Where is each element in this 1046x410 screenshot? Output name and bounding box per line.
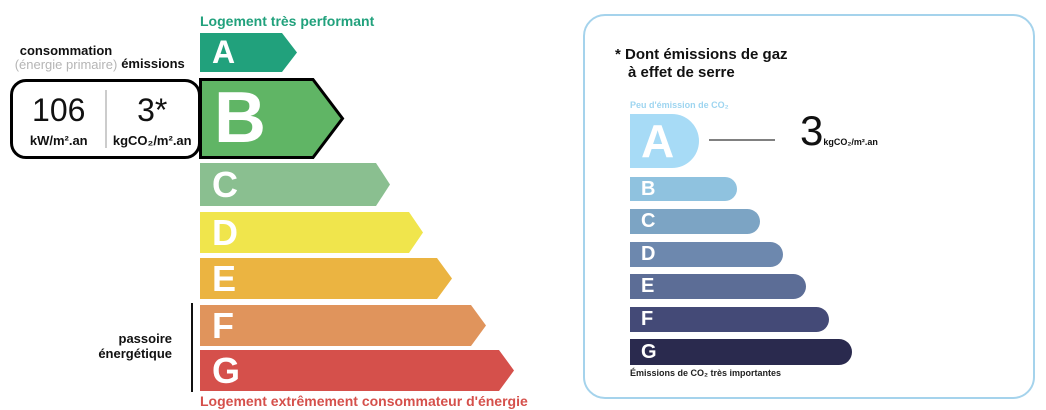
consumption-label: consommation [19, 43, 113, 58]
co2-class-pill-E: E [630, 274, 806, 299]
co2-value-unit: kgCO₂/m².an [823, 137, 878, 147]
energy-bottom-label: Logement extrêmement consommateur d'éner… [200, 393, 528, 409]
energy-class-letter-G: G [212, 350, 241, 391]
co2-class-pill-G: G [630, 339, 852, 365]
co2-panel-title: * Dont émissions de gaz à effet de serre [615, 46, 788, 82]
emissions-value: 3* [137, 91, 168, 128]
energy-class-letter-C: C [212, 164, 238, 205]
consumption-sublabel: (énergie primaire) [14, 57, 118, 72]
energy-class-arrow-B [199, 78, 345, 159]
energy-sieve-bracket-line [191, 303, 193, 392]
co2-class-letter-B: B [641, 178, 656, 200]
co2-high-emission-label: Émissions de CO₂ très importantes [630, 368, 782, 378]
energy-class-letter-F: F [212, 305, 234, 346]
energy-class-arrow-G: G [200, 350, 514, 391]
co2-value: 3 [800, 107, 824, 154]
co2-class-pill-C: C [630, 209, 760, 234]
sieve-label-line1: passoire [118, 331, 172, 346]
co2-class-letter-G: G [641, 341, 657, 363]
co2-class-pill-A: A [630, 114, 699, 168]
emissions-cell: 3* kgCO₂/m².an [107, 91, 199, 148]
consumption-cell: 106 kW/m².an [13, 91, 105, 148]
co2-emissions-panel: * Dont émissions de gaz à effet de serre… [583, 14, 1035, 399]
consumption-value: 106 [32, 91, 86, 128]
energy-class-arrow-F: F [200, 305, 486, 346]
energy-top-label: Logement très performant [200, 13, 375, 29]
co2-title-line1: * Dont émissions de gaz [615, 46, 788, 63]
energy-class-arrow-A: A [200, 33, 297, 72]
emissions-label: émissions [121, 56, 185, 71]
co2-title-line2: à effet de serre [628, 64, 735, 81]
energy-class-letter-B: B [214, 78, 266, 158]
co2-class-letter-C: C [641, 210, 656, 232]
energy-class-letter-E: E [212, 258, 237, 299]
energy-sieve-label: passoire énergétique [56, 331, 172, 361]
emissions-unit: kgCO₂/m².an [112, 132, 192, 148]
co2-low-emission-label: Peu d'émission de CO₂ [630, 100, 729, 110]
dpe-value-box: 106 kW/m².an 3* kgCO₂/m².an [10, 79, 201, 159]
co2-class-pill-F: F [630, 307, 829, 332]
energy-class-arrow-C: C [200, 163, 390, 206]
value-box-divider [104, 90, 107, 148]
energy-class-arrow-E: E [200, 258, 452, 299]
consumption-header: consommation (énergie primaire) [0, 44, 132, 72]
co2-class-pill-D: D [630, 242, 783, 267]
energy-class-letter-A: A [212, 34, 236, 70]
energy-class-letter-D: D [212, 212, 238, 253]
sieve-label-line2: énergétique [98, 346, 172, 361]
co2-class-letter-F: F [641, 308, 654, 330]
co2-class-letter-E: E [641, 275, 655, 297]
consumption-unit: kW/m².an [29, 132, 88, 148]
co2-pointer-line [709, 139, 775, 141]
co2-class-letter-D: D [641, 243, 656, 265]
co2-class-pill-B: B [630, 177, 737, 201]
co2-value-row: 3 kgCO₂/m².an [800, 109, 878, 153]
energy-class-arrow-D: D [200, 212, 423, 253]
co2-class-letter-A: A [641, 115, 675, 167]
